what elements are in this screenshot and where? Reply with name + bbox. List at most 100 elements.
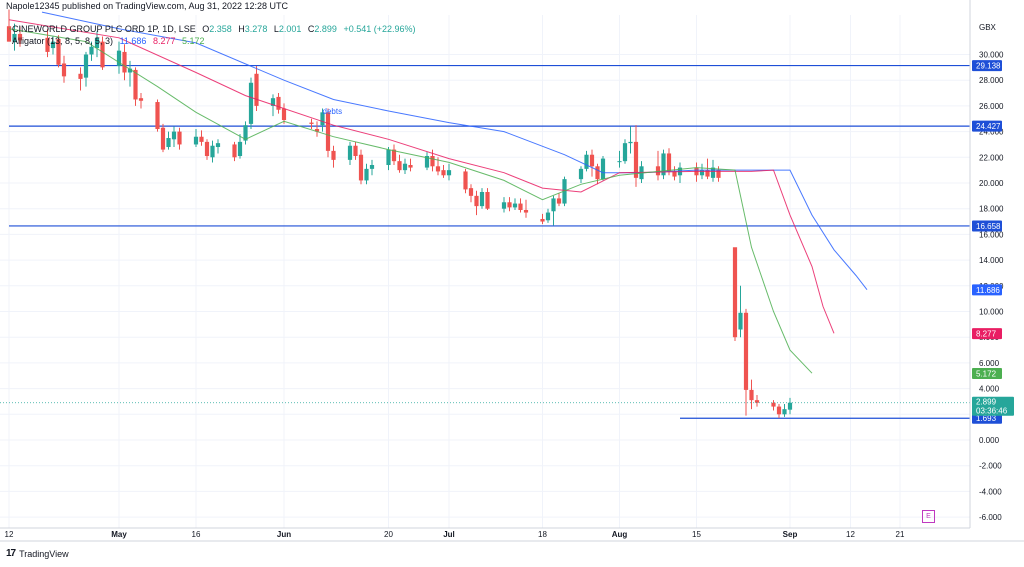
candle-body (754, 400, 760, 403)
candle-body (6, 26, 12, 42)
candle-body (479, 191, 485, 207)
change-value: +0.541 (+22.96%) (343, 24, 416, 34)
tag-background (972, 220, 1002, 232)
candle-body (512, 203, 518, 208)
indicator-price-tag: 5.172 (972, 368, 1002, 380)
indicator-price-tag: 8.277 (972, 328, 1002, 340)
candle-body (89, 46, 94, 55)
y-tick-label: 26.000 (979, 102, 1004, 111)
candle-body (468, 188, 474, 196)
x-tick-label: Sep (783, 530, 798, 539)
alligator-jaw-line (41, 11, 868, 291)
candle-body (193, 136, 199, 145)
indicator-legend[interactable]: Alligator (13, 8, 5, 8, 5, 3) 11.686 8.2… (12, 36, 205, 46)
tag-background (972, 60, 1002, 72)
candle-body (666, 153, 672, 172)
x-tick-label: Jul (443, 530, 455, 539)
candle-body (177, 131, 182, 145)
open-label: O (202, 24, 210, 34)
candle-body (402, 163, 408, 171)
candle-body (248, 82, 254, 124)
candle-body (408, 165, 413, 168)
candle-body (441, 170, 446, 176)
candle-body (672, 171, 677, 177)
candle-body (507, 202, 512, 208)
candle-body (600, 158, 606, 180)
candle-body (584, 154, 589, 169)
candle-body (386, 149, 391, 166)
x-tick-label: 12 (846, 530, 855, 539)
candle-body (78, 73, 83, 79)
candle-body (122, 51, 127, 73)
x-tick-label: 12 (5, 530, 14, 539)
chart-annotations: debts (323, 107, 343, 116)
candle-body (430, 156, 435, 167)
candle-body (210, 145, 215, 158)
y-tick-label: -4.000 (979, 487, 1002, 496)
candle-body (133, 69, 138, 100)
candle-body (331, 150, 336, 160)
annotation-text: debts (323, 107, 343, 116)
open-value: 2.358 (209, 24, 232, 34)
y-tick-label: 18.000 (979, 205, 1004, 214)
y-tick-label: 14.000 (979, 256, 1004, 265)
candle-body (232, 144, 237, 158)
candle-body (215, 143, 221, 148)
horizontal-lines[interactable] (9, 64, 970, 419)
candle-body (661, 153, 666, 176)
candlestick-series (6, 9, 793, 419)
candle-body (501, 202, 507, 209)
indicator-name: Alligator (13, 8, 5, 8, 5, 3) (12, 36, 114, 46)
events-icon[interactable]: E (922, 510, 935, 523)
y-tick-label: 28.000 (979, 76, 1004, 85)
tag-background (972, 368, 1002, 380)
low-value: 2.001 (278, 24, 302, 34)
candle-body (545, 212, 551, 221)
candle-body (364, 168, 369, 181)
candle-body (160, 127, 166, 150)
candle-body (199, 136, 204, 142)
footer[interactable]: 17 TradingView (6, 548, 69, 559)
candle-body (463, 171, 468, 190)
candle-body (353, 145, 358, 157)
tag-background (972, 396, 1014, 416)
candle-body (347, 145, 353, 160)
tag-background (972, 328, 1002, 340)
y-tick-label: 24.000 (979, 128, 1004, 137)
x-tick-label: 16 (192, 530, 201, 539)
close-label: C (307, 24, 315, 34)
candle-body (243, 125, 248, 141)
lips-value: 5.172 (182, 36, 205, 46)
candle-body (595, 166, 600, 180)
candle-body (485, 191, 490, 209)
x-tick-label: 21 (896, 530, 905, 539)
candle-body (551, 198, 556, 212)
high-label: H (238, 24, 245, 34)
candle-body (540, 218, 545, 222)
close-value: 2.899 (314, 24, 337, 34)
y-tick-label: 6.000 (979, 359, 1000, 368)
candle-body (743, 312, 749, 390)
candle-body (171, 131, 177, 140)
alligator-teeth-line (8, 19, 835, 334)
candle-body (732, 247, 738, 338)
candle-body (155, 102, 160, 130)
candle-body (309, 122, 314, 124)
x-tick-label: 18 (538, 530, 547, 539)
y-tick-label: 4.000 (979, 385, 1000, 394)
candle-body (314, 129, 320, 132)
candle-body (699, 170, 705, 176)
candle-body (738, 312, 743, 330)
candle-body (100, 41, 105, 68)
tag-label: 24.427 (976, 122, 1001, 131)
tag-label: 16.658 (976, 222, 1001, 231)
candle-body (749, 389, 754, 401)
currency-label: GBX (979, 23, 997, 32)
candle-body (446, 170, 452, 176)
tag-label: 8.277 (976, 330, 997, 339)
chart-grid (0, 15, 970, 528)
candle-body (127, 68, 133, 73)
hline-price-tag: 29.138 (972, 60, 1002, 72)
